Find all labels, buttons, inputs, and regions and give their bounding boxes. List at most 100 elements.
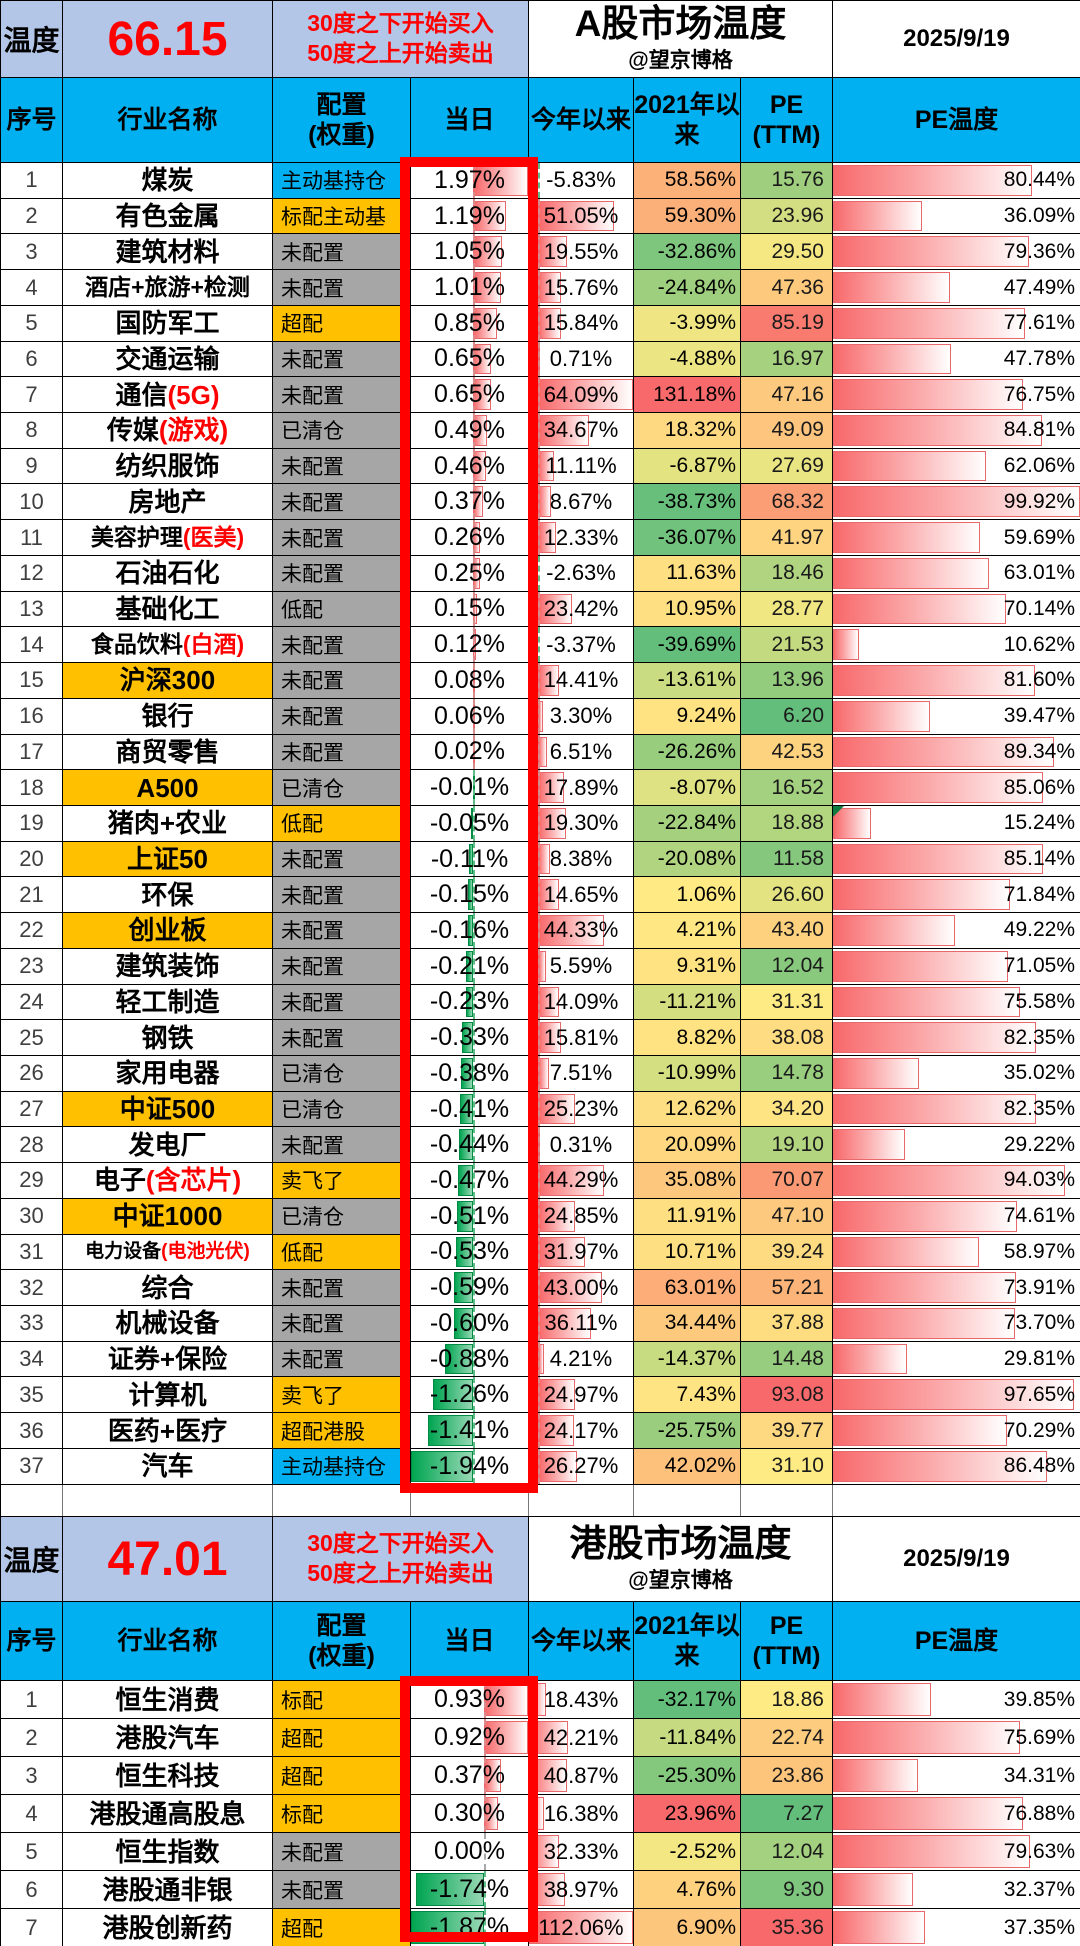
cell-ytd-change[interactable]: 51.05% [529,198,634,235]
cell-pe-ttm[interactable]: 13.96 [741,663,833,699]
cell-row-number[interactable]: 26 [1,1055,63,1092]
cell-allocation[interactable]: 未配置 [273,984,411,1021]
cell-pe-ttm[interactable]: 41.97 [741,520,833,556]
cell-since-2021[interactable]: 10.71% [634,1234,741,1271]
cell-allocation[interactable]: 未配置 [273,627,411,664]
cell-pe-temperature[interactable]: 84.81% [833,413,1080,449]
cell-row-number[interactable]: 8 [1,413,63,449]
cell-since-2021[interactable]: -11.21% [634,984,741,1021]
cell-row-number[interactable]: 33 [1,1306,63,1342]
col-header-no[interactable]: 序号 [1,78,63,163]
cell-ytd-change[interactable]: 24.17% [529,1413,634,1449]
cell-row-number[interactable]: 37 [1,1448,63,1485]
cell-ytd-change[interactable]: 15.76% [529,270,634,306]
cell-since-2021[interactable]: 9.31% [634,948,741,985]
cell-day-change[interactable]: -0.16% [411,913,529,949]
cell-row-number[interactable]: 15 [1,663,63,699]
cell-row-number[interactable]: 6 [1,341,63,378]
cell-ytd-change[interactable]: 5.59% [529,948,634,985]
cell-day-change[interactable]: 0.12% [411,627,529,664]
cell-pe-ttm[interactable]: 14.78 [741,1055,833,1092]
cell-allocation[interactable]: 未配置 [273,1871,411,1909]
cell-pe-temperature[interactable]: 62.06% [833,449,1080,485]
cell-pe-ttm[interactable]: 12.04 [741,1833,833,1871]
cell-day-change[interactable]: 0.15% [411,591,529,628]
cell-ytd-change[interactable]: 25.23% [529,1091,634,1128]
date-cell[interactable]: 2025/9/19 [833,1517,1080,1602]
cell-pe-temperature[interactable]: 10.62% [833,627,1080,664]
cell-industry-name[interactable]: 沪深300 [63,663,273,699]
cell-industry-name[interactable]: 港股创新药 [63,1909,273,1946]
cell-day-change[interactable]: -1.87% [411,1909,529,1946]
col-header-day[interactable]: 当日 [411,78,529,163]
cell-pe-ttm[interactable]: 47.10 [741,1198,833,1235]
cell-allocation[interactable]: 未配置 [273,1341,411,1378]
cell-pe-ttm[interactable]: 68.32 [741,484,833,521]
cell-pe-ttm[interactable]: 16.52 [741,770,833,806]
cell-industry-name[interactable]: 中证500 [63,1091,273,1128]
cell-day-change[interactable]: 0.85% [411,305,529,342]
cell-pe-temperature[interactable]: 63.01% [833,556,1080,592]
cell-since-2021[interactable]: -20.08% [634,841,741,878]
cell-industry-name[interactable]: 基础化工 [63,591,273,628]
cell-since-2021[interactable]: 7.43% [634,1377,741,1414]
cell-ytd-change[interactable]: 36.11% [529,1306,634,1342]
cell-row-number[interactable]: 1 [1,163,63,199]
cell-since-2021[interactable]: 20.09% [634,1127,741,1164]
col-header-industry[interactable]: 行业名称 [63,78,273,163]
cell-pe-ttm[interactable]: 29.50 [741,234,833,271]
cell-ytd-change[interactable]: 4.21% [529,1341,634,1378]
cell-industry-name[interactable]: 轻工制造 [63,984,273,1021]
cell-ytd-change[interactable]: 31.97% [529,1234,634,1271]
cell-industry-name[interactable]: 家用电器 [63,1055,273,1092]
cell-since-2021[interactable]: -38.73% [634,484,741,521]
cell-pe-ttm[interactable]: 12.04 [741,948,833,985]
cell-pe-ttm[interactable]: 85.19 [741,305,833,342]
cell-day-change[interactable]: -0.53% [411,1234,529,1271]
cell-day-change[interactable]: -0.01% [411,770,529,806]
cell-allocation[interactable]: 未配置 [273,663,411,699]
cell-allocation[interactable]: 超配港股 [273,1413,411,1449]
cell-row-number[interactable]: 5 [1,305,63,342]
cell-since-2021[interactable]: 12.62% [634,1091,741,1128]
cell-pe-temperature[interactable]: 37.35% [833,1909,1080,1946]
cell-industry-name[interactable]: 通信 (5G) [63,377,273,414]
col-header-pe-temp[interactable]: PE温度 [833,1602,1080,1681]
cell-industry-name[interactable]: 医药+医疗 [63,1413,273,1449]
cell-industry-name[interactable]: 传媒 (游戏) [63,413,273,449]
temperature-label[interactable]: 温度 [1,1,63,78]
cell-day-change[interactable]: -0.88% [411,1341,529,1378]
cell-pe-temperature[interactable]: 34.31% [833,1757,1080,1795]
cell-industry-name[interactable]: 港股汽车 [63,1719,273,1757]
cell-ytd-change[interactable]: 8.38% [529,841,634,878]
cell-allocation[interactable]: 卖飞了 [273,1377,411,1414]
temperature-label[interactable]: 温度 [1,1517,63,1602]
cell-pe-temperature[interactable]: 97.65% [833,1377,1080,1414]
cell-allocation[interactable]: 低配 [273,591,411,628]
cell-industry-name[interactable]: 上证50 [63,841,273,878]
cell-industry-name[interactable]: 恒生消费 [63,1681,273,1719]
cell-row-number[interactable]: 19 [1,805,63,842]
cell-allocation[interactable]: 未配置 [273,377,411,414]
cell-allocation[interactable]: 已清仓 [273,1091,411,1128]
cell-allocation[interactable]: 未配置 [273,234,411,271]
cell-day-change[interactable]: -0.51% [411,1198,529,1235]
cell-day-change[interactable]: 0.92% [411,1719,529,1757]
cell-since-2021[interactable]: -2.52% [634,1833,741,1871]
cell-pe-temperature[interactable]: 36.09% [833,199,1080,235]
cell-row-number[interactable]: 25 [1,1020,63,1056]
cell-pe-temperature[interactable]: 59.69% [833,520,1080,556]
cell-pe-ttm[interactable]: 26.60 [741,877,833,914]
cell-allocation[interactable]: 主动基持仓 [273,163,411,199]
cell-industry-name[interactable]: 建筑材料 [63,234,273,271]
cell-pe-temperature[interactable]: 79.63% [833,1833,1080,1871]
cell-ytd-change[interactable]: 44.33% [529,913,634,949]
cell-day-change[interactable]: 0.08% [411,663,529,699]
cell-industry-name[interactable]: 煤炭 [63,163,273,199]
cell-since-2021[interactable]: 58.56% [634,163,741,199]
cell-row-number[interactable]: 31 [1,1234,63,1271]
cell-row-number[interactable]: 17 [1,734,63,771]
cell-industry-name[interactable]: 商贸零售 [63,734,273,771]
cell-allocation[interactable]: 已清仓 [273,413,411,449]
cell-ytd-change[interactable]: 24.97% [529,1377,634,1414]
